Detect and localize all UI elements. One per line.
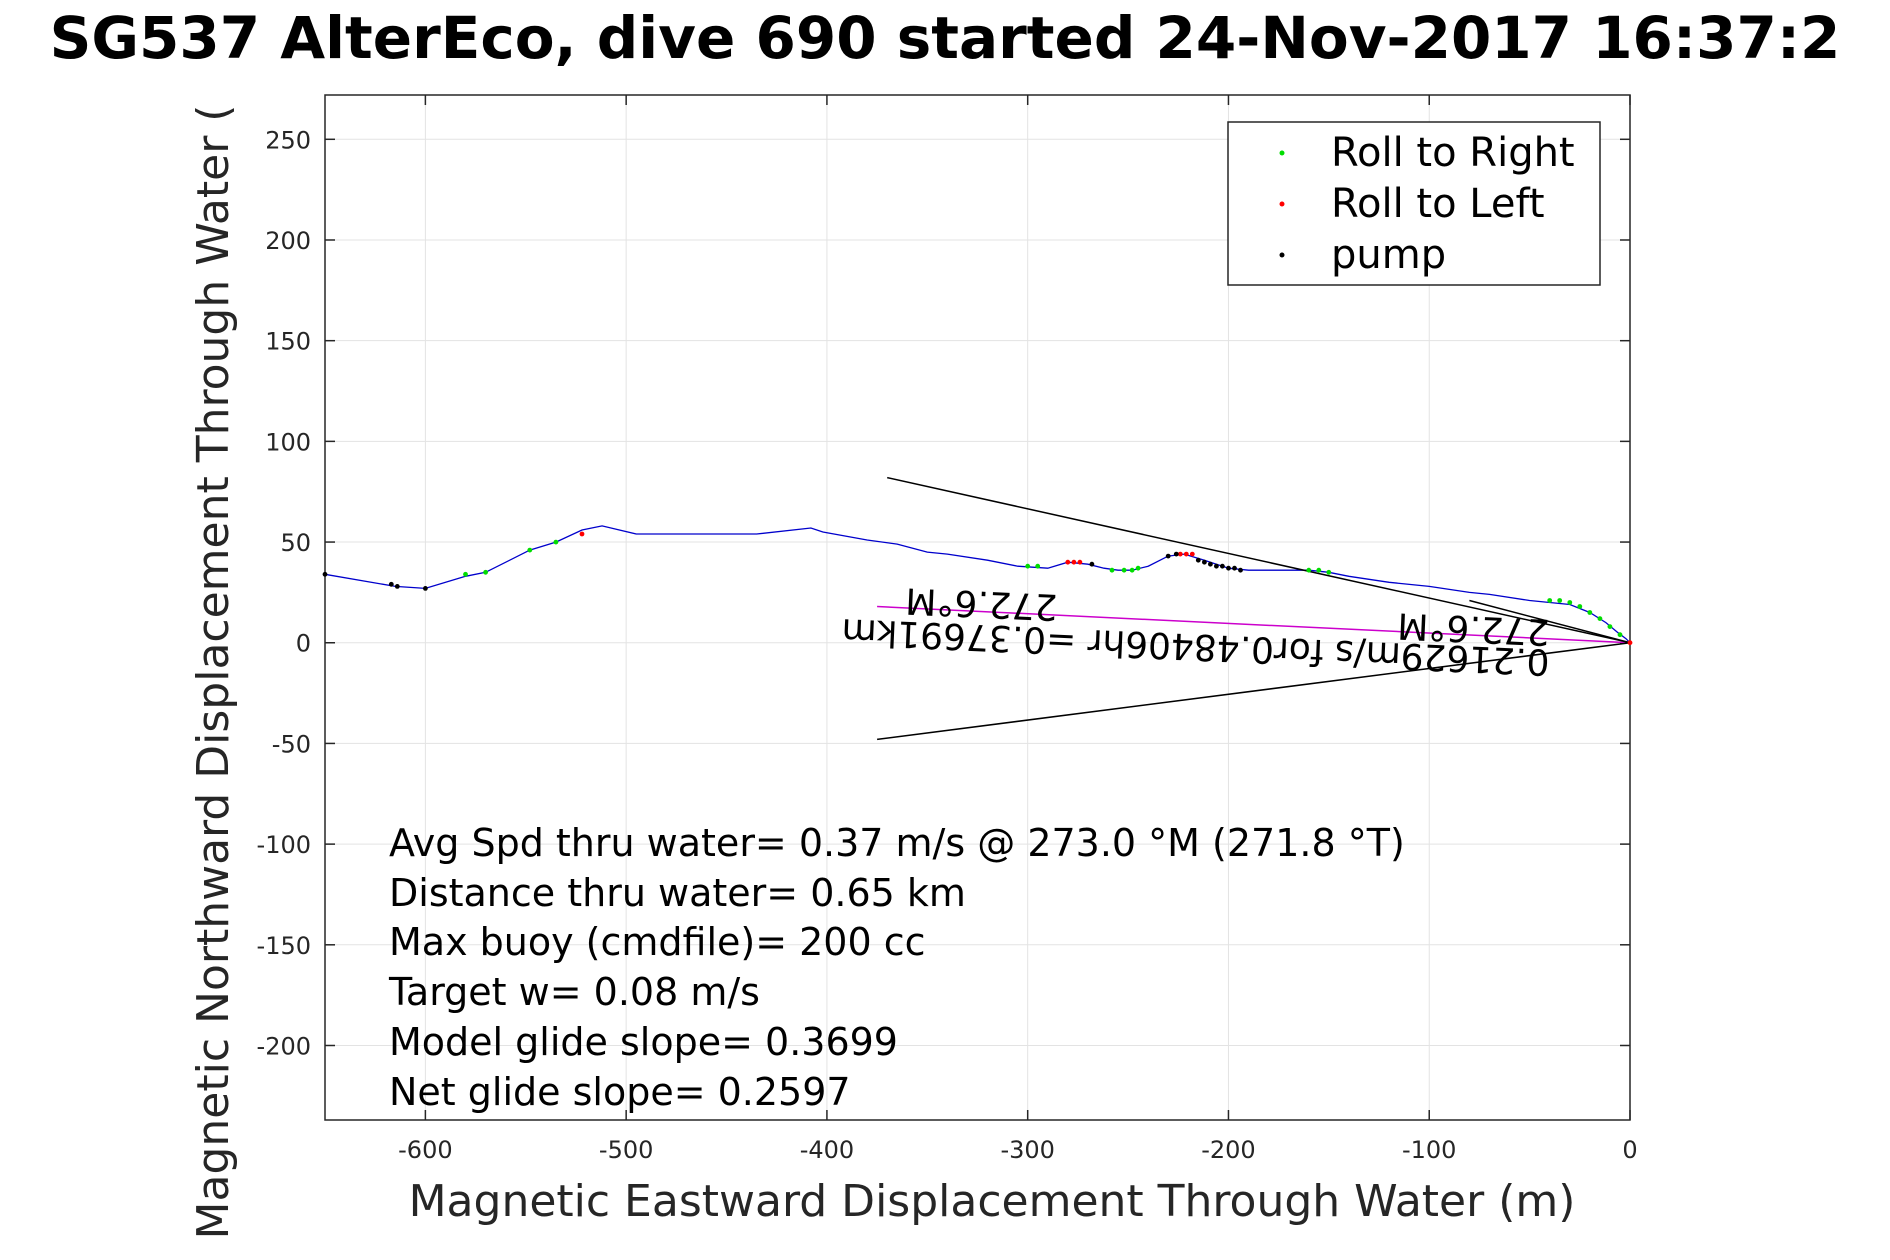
y-tick-label: 0 — [296, 630, 311, 658]
y-tick-label: -150 — [257, 932, 311, 960]
x-tick-label: -100 — [1402, 1136, 1456, 1164]
pump-point — [1208, 561, 1213, 567]
roll-right-point — [1306, 567, 1312, 573]
pump-point — [1220, 563, 1225, 569]
roll-left-point — [1065, 559, 1071, 565]
y-tick-label: 100 — [265, 428, 311, 456]
legend: Roll to Right Roll to Left pump — [1227, 121, 1601, 286]
y-tick-label: 50 — [280, 529, 311, 557]
plot-border — [324, 94, 1631, 1121]
y-tick-label: 250 — [265, 126, 311, 154]
y-tick-label: -200 — [257, 1032, 311, 1060]
pump-point — [394, 584, 400, 589]
y-axis-label: Magnetic Northward Displacement Through … — [188, 105, 239, 1240]
roll-right-point — [1577, 604, 1583, 609]
roll-left-point — [1071, 559, 1077, 565]
heading-annotation-1: 272.6°M — [905, 579, 1059, 627]
dive-stats: Avg Spd thru water= 0.37 m/s @ 273.0 °M … — [388, 821, 1405, 1114]
roll-right-point — [483, 569, 488, 575]
pump-point — [322, 571, 328, 577]
track-line — [324, 525, 1631, 644]
stat-net-glide-slope: Net glide slope= 0.2597 — [389, 1070, 851, 1114]
legend-marker-roll-right — [1279, 150, 1285, 156]
pump-point — [1173, 551, 1179, 557]
roll-left-point — [1627, 640, 1633, 646]
x-tick-label: -600 — [398, 1136, 452, 1164]
current-vector-line — [877, 605, 1631, 644]
roll-right-point — [527, 547, 533, 553]
y-tick-label: 150 — [265, 328, 311, 356]
x-axis-label: Magnetic Eastward Displacement Through W… — [409, 1176, 1576, 1227]
stat-model-glide-slope: Model glide slope= 0.3699 — [389, 1020, 898, 1064]
roll-right-point — [1326, 569, 1332, 575]
roll-left-point — [1183, 551, 1189, 557]
axis-ticks: -600 -500 -400 -300 -200 -100 0 250 200 150 100 50 0… — [257, 95, 1638, 1164]
roll-right-point — [1587, 610, 1593, 615]
pump-point — [1232, 565, 1237, 571]
legend-label-roll-right: Roll to Right — [1331, 130, 1575, 176]
x-tick-label: -500 — [599, 1136, 653, 1164]
heading-annotation-2: 272.6°M — [1397, 604, 1551, 652]
heading-line-short — [1469, 599, 1631, 644]
roll-right-point — [1607, 624, 1613, 629]
series-layer — [322, 476, 1633, 741]
pump-point — [388, 581, 394, 587]
pump-point — [423, 586, 428, 591]
x-tick-label: 0 — [1622, 1136, 1637, 1164]
legend-box — [1227, 121, 1601, 286]
roll-right-point — [1025, 563, 1031, 569]
pump-point — [1089, 561, 1095, 567]
roll-right-point — [1316, 567, 1322, 573]
x-tick-label: -300 — [1000, 1136, 1054, 1164]
roll-right-point — [1035, 563, 1041, 569]
y-tick-label: -50 — [272, 730, 311, 758]
stat-max-buoy: Max buoy (cmdfile)= 200 cc — [389, 920, 926, 964]
pump-point — [1226, 565, 1231, 571]
roll-right-point — [1597, 616, 1603, 621]
pump-point — [1195, 557, 1201, 563]
heading-line-upper — [887, 476, 1631, 644]
grid — [325, 95, 1631, 1120]
pump-point — [1238, 567, 1243, 573]
roll-right-point — [1135, 565, 1141, 571]
roll-right-point — [553, 539, 559, 545]
legend-marker-roll-left — [1279, 201, 1285, 207]
roll-right-point — [1617, 632, 1623, 638]
pump-point — [1165, 553, 1171, 559]
roll-right-point — [1547, 598, 1553, 603]
roll-right-point — [463, 571, 468, 577]
y-tick-label: 200 — [265, 227, 311, 255]
heading-line-lower — [877, 641, 1631, 741]
chart-title: SG537 AlterEco, dive 690 started 24-Nov-… — [50, 4, 1841, 72]
legend-label-pump: pump — [1331, 232, 1446, 278]
roll-left-point — [1077, 559, 1083, 565]
stat-avg-speed: Avg Spd thru water= 0.37 m/s @ 273.0 °M … — [389, 821, 1405, 865]
roll-right-point — [1129, 567, 1135, 573]
stat-target-w: Target w= 0.08 m/s — [388, 970, 760, 1014]
y-tick-label: -100 — [257, 831, 311, 859]
roll-left-point — [1189, 551, 1195, 557]
legend-label-roll-left: Roll to Left — [1331, 181, 1545, 227]
pump-point — [1214, 563, 1219, 569]
roll-left-point — [1177, 551, 1183, 557]
pump-point — [1202, 559, 1207, 565]
legend-marker-pump — [1279, 252, 1285, 258]
roll-right-point — [1121, 567, 1127, 573]
x-tick-label: -200 — [1201, 1136, 1255, 1164]
roll-right-point — [1567, 600, 1573, 605]
stat-distance: Distance thru water= 0.65 km — [389, 871, 966, 915]
roll-right-point — [1557, 598, 1563, 603]
roll-right-point — [1109, 567, 1115, 573]
roll-left-point — [579, 531, 585, 537]
x-tick-label: -400 — [800, 1136, 854, 1164]
